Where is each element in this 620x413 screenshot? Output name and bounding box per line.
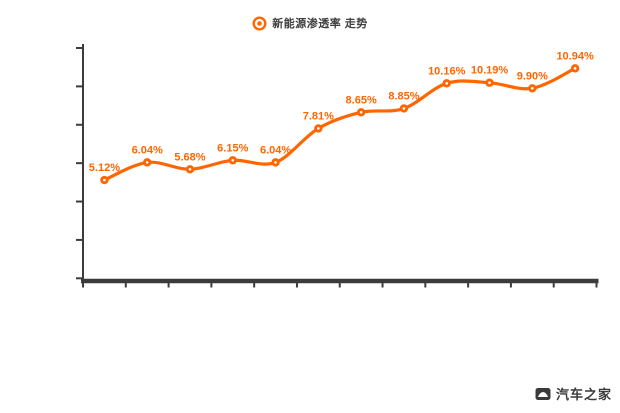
chart-legend: 新能源渗透率 走势: [0, 14, 620, 32]
data-point-label: 9.90%: [517, 70, 548, 82]
legend-item[interactable]: 新能源渗透率 走势: [252, 15, 368, 31]
autohome-logo-icon: [535, 387, 551, 400]
data-point-label: 10.16%: [428, 65, 466, 77]
data-point-label: 6.04%: [260, 144, 291, 156]
data-point-center: [531, 87, 534, 90]
circle-dot-icon: [252, 15, 267, 31]
data-point-center: [103, 178, 106, 182]
data-point-center: [488, 81, 491, 85]
data-point-label: 6.04%: [132, 144, 163, 156]
data-point-center: [274, 161, 277, 164]
data-point-center: [317, 127, 320, 130]
data-point-center: [188, 167, 192, 171]
data-point-center: [359, 110, 363, 114]
data-point-center: [231, 158, 235, 162]
data-point-label: 10.19%: [471, 65, 509, 77]
data-point-label: 8.65%: [346, 94, 377, 106]
data-point-center: [573, 67, 577, 70]
data-point-center: [445, 82, 449, 85]
data-point-label: 8.85%: [388, 90, 419, 102]
data-point-center: [145, 161, 149, 164]
legend-label: 新能源渗透率 走势: [272, 18, 368, 30]
trend-chart: 5.12% 6.04% 5.68% 6.15% 6.04% 7.81% 8.65% 8.85%…: [76, 44, 599, 288]
data-point-center: [402, 107, 406, 110]
data-point-label: 5.12%: [89, 162, 120, 174]
watermark-text: 汽车之家: [555, 387, 612, 402]
data-point-label: 5.68%: [174, 151, 205, 163]
data-point-label: 6.15%: [217, 142, 248, 154]
data-point-label: 7.81%: [303, 110, 334, 122]
data-point-label: 10.94%: [556, 50, 594, 62]
chart-area: 5.12% 6.04% 5.68% 6.15% 6.04% 7.81% 8.65% 8.85%…: [76, 44, 599, 288]
watermark: 汽车之家: [535, 384, 612, 403]
